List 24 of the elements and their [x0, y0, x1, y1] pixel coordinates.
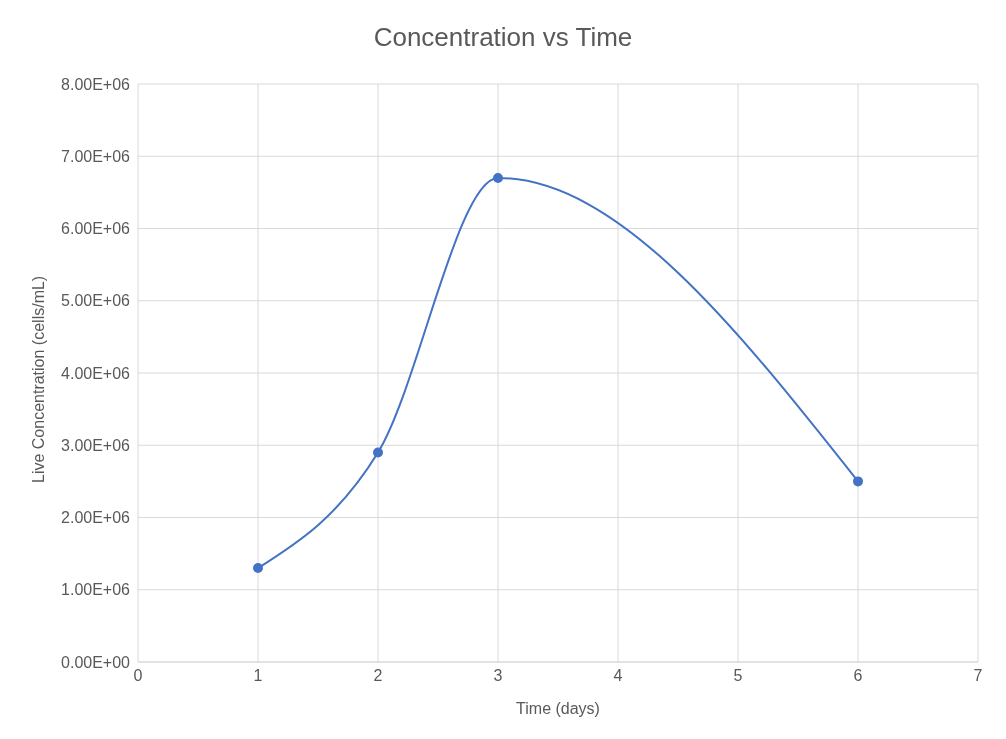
- x-tick-label: 1: [253, 667, 263, 685]
- y-tick-label: 4.00E+06: [61, 364, 131, 382]
- x-tick-label: 5: [733, 667, 743, 685]
- y-tick-label: 6.00E+06: [61, 220, 131, 238]
- point: [493, 172, 503, 183]
- point: [853, 476, 863, 487]
- y-tick-label: 7.00E+06: [61, 147, 131, 165]
- x-tick-label: 3: [493, 667, 503, 685]
- y-tick-label: 3.00E+06: [61, 436, 131, 454]
- y-tick-label: 1.00E+06: [61, 581, 131, 599]
- point: [253, 563, 263, 574]
- x-tick-label: 7: [973, 667, 983, 685]
- y-tick-label: 5.00E+06: [61, 292, 131, 310]
- x-tick-label: 0: [133, 667, 143, 685]
- x-tick-label: 4: [613, 667, 623, 685]
- point: [373, 447, 383, 458]
- x-tick-label: 2: [373, 667, 383, 685]
- x-axis-title: Time (days): [516, 700, 600, 717]
- x-tick-label: 6: [853, 667, 863, 685]
- y-axis-title: Live Concentration (cells/mL): [29, 275, 47, 483]
- y-tick-label: 0.00E+00: [61, 653, 131, 671]
- chart-title: Concentration vs Time: [372, 21, 634, 54]
- y-tick-label: 8.00E+06: [61, 75, 131, 93]
- y-tick-label: 2.00E+06: [61, 509, 131, 527]
